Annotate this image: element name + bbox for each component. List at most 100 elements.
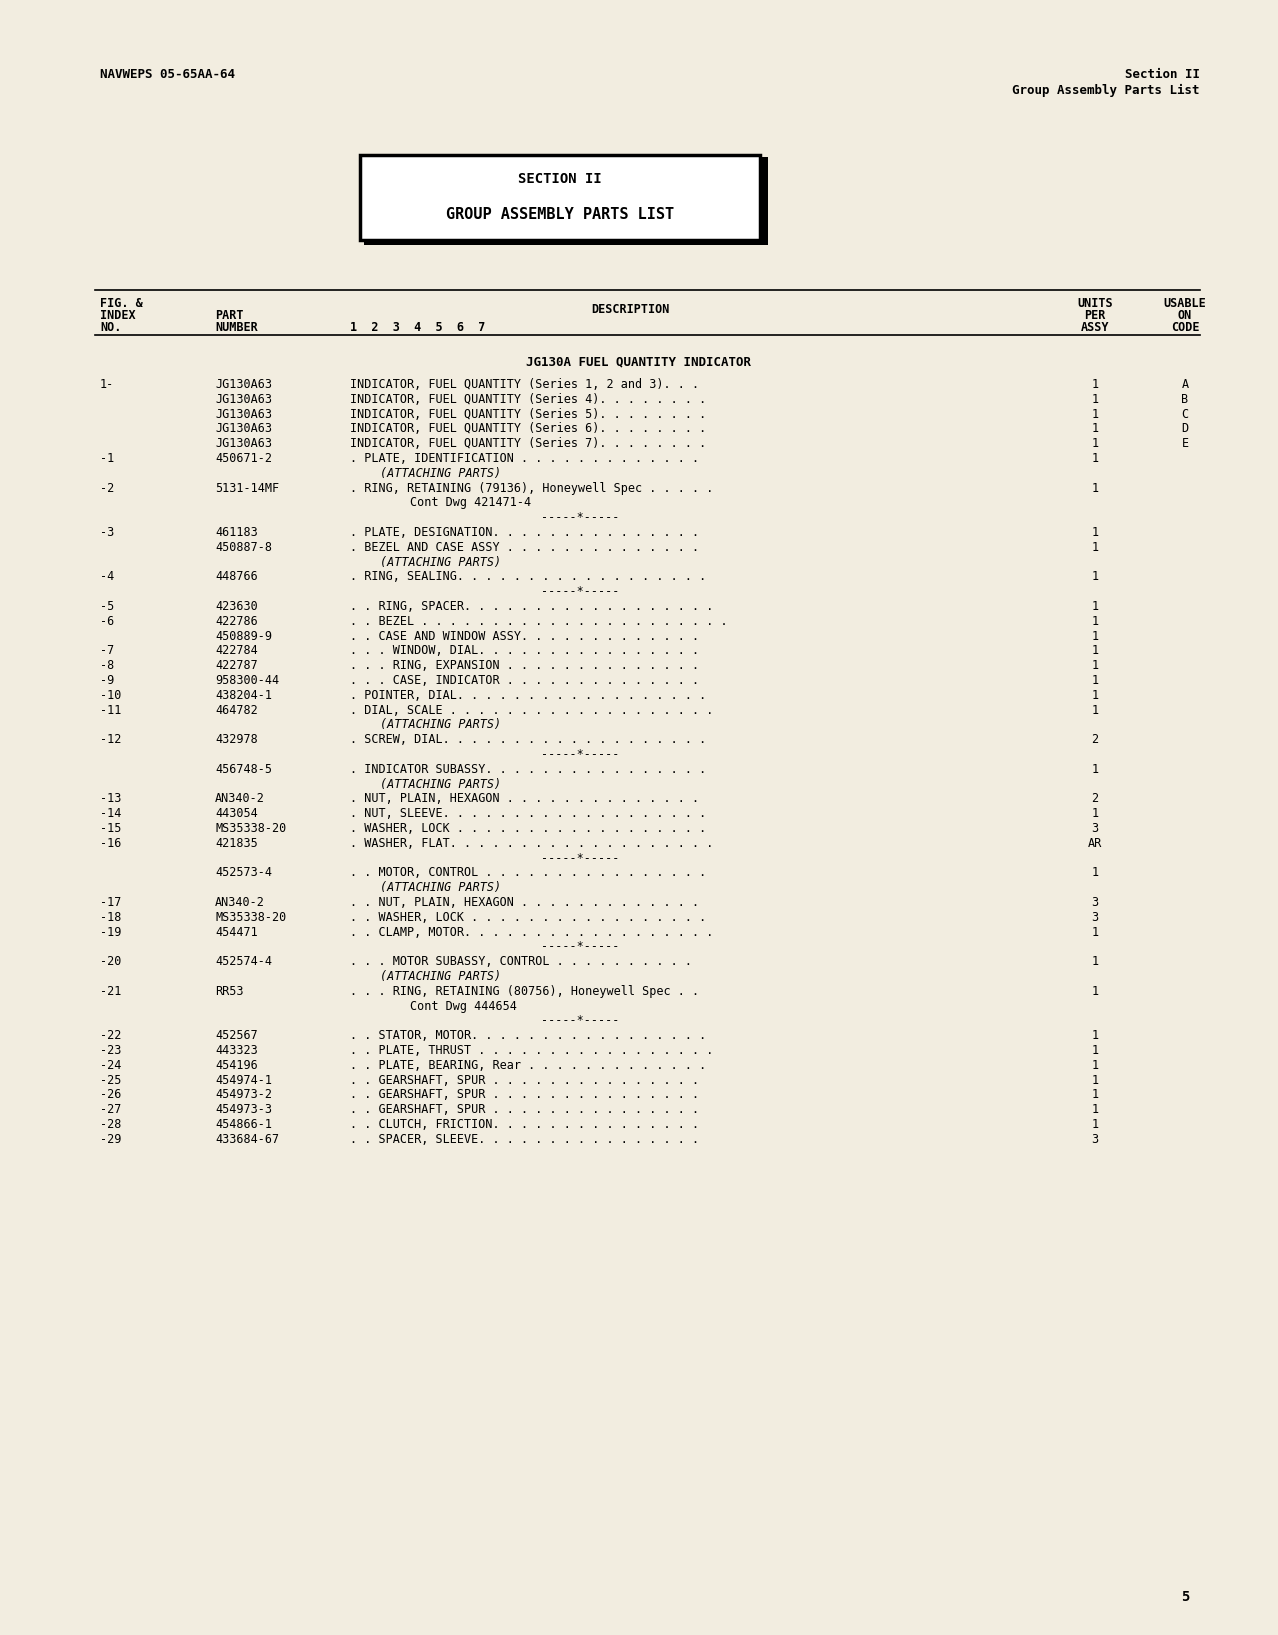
- Text: . . . RING, EXPANSION . . . . . . . . . . . . . .: . . . RING, EXPANSION . . . . . . . . . …: [350, 659, 699, 672]
- Text: -15: -15: [100, 822, 121, 835]
- Text: INDICATOR, FUEL QUANTITY (Series 5). . . . . . . .: INDICATOR, FUEL QUANTITY (Series 5). . .…: [350, 407, 707, 420]
- Text: -----*-----: -----*-----: [541, 940, 619, 953]
- Text: 1  2  3  4  5  6  7: 1 2 3 4 5 6 7: [350, 320, 486, 334]
- Text: NUMBER: NUMBER: [215, 320, 258, 334]
- Text: INDICATOR, FUEL QUANTITY (Series 1, 2 and 3). . .: INDICATOR, FUEL QUANTITY (Series 1, 2 an…: [350, 378, 699, 391]
- Text: 1: 1: [1091, 541, 1099, 554]
- Text: CODE: CODE: [1171, 320, 1199, 334]
- Text: . . RING, SPACER. . . . . . . . . . . . . . . . . .: . . RING, SPACER. . . . . . . . . . . . …: [350, 600, 713, 613]
- Text: 1: 1: [1091, 1074, 1099, 1087]
- Text: -----*-----: -----*-----: [541, 747, 619, 760]
- Text: 1: 1: [1091, 407, 1099, 420]
- Text: . . . MOTOR SUBASSY, CONTROL . . . . . . . . . .: . . . MOTOR SUBASSY, CONTROL . . . . . .…: [350, 955, 691, 968]
- Text: D: D: [1181, 422, 1189, 435]
- Text: -4: -4: [100, 571, 114, 584]
- Text: -----*-----: -----*-----: [541, 585, 619, 598]
- Text: JG130A63: JG130A63: [215, 422, 272, 435]
- Text: (ATTACHING PARTS): (ATTACHING PARTS): [380, 778, 501, 791]
- Text: PART: PART: [215, 309, 244, 322]
- Text: 1: 1: [1091, 659, 1099, 672]
- Text: . PLATE, DESIGNATION. . . . . . . . . . . . . . .: . PLATE, DESIGNATION. . . . . . . . . . …: [350, 526, 699, 540]
- Text: . NUT, PLAIN, HEXAGON . . . . . . . . . . . . . .: . NUT, PLAIN, HEXAGON . . . . . . . . . …: [350, 793, 699, 806]
- Text: 421835: 421835: [215, 837, 258, 850]
- Text: 2: 2: [1091, 732, 1099, 746]
- Text: . INDICATOR SUBASSY. . . . . . . . . . . . . . . .: . INDICATOR SUBASSY. . . . . . . . . . .…: [350, 764, 707, 775]
- Text: MS35338-20: MS35338-20: [215, 911, 286, 924]
- Text: . . GEARSHAFT, SPUR . . . . . . . . . . . . . . .: . . GEARSHAFT, SPUR . . . . . . . . . . …: [350, 1089, 699, 1102]
- Text: -27: -27: [100, 1104, 121, 1117]
- Text: 422787: 422787: [215, 659, 258, 672]
- Text: -16: -16: [100, 837, 121, 850]
- Text: 1: 1: [1091, 392, 1099, 405]
- Text: (ATTACHING PARTS): (ATTACHING PARTS): [380, 718, 501, 731]
- Text: 1: 1: [1091, 1045, 1099, 1056]
- Text: 3: 3: [1091, 896, 1099, 909]
- Text: 450887-8: 450887-8: [215, 541, 272, 554]
- Text: Group Assembly Parts List: Group Assembly Parts List: [1012, 83, 1200, 96]
- Text: -9: -9: [100, 674, 114, 687]
- Text: -22: -22: [100, 1028, 121, 1041]
- Text: -25: -25: [100, 1074, 121, 1087]
- Text: JG130A63: JG130A63: [215, 437, 272, 450]
- Text: . . . WINDOW, DIAL. . . . . . . . . . . . . . . .: . . . WINDOW, DIAL. . . . . . . . . . . …: [350, 644, 699, 657]
- Text: 432978: 432978: [215, 732, 258, 746]
- Text: (ATTACHING PARTS): (ATTACHING PARTS): [380, 881, 501, 894]
- Text: . POINTER, DIAL. . . . . . . . . . . . . . . . . .: . POINTER, DIAL. . . . . . . . . . . . .…: [350, 688, 707, 701]
- Text: 1: 1: [1091, 600, 1099, 613]
- Text: . . WASHER, LOCK . . . . . . . . . . . . . . . . .: . . WASHER, LOCK . . . . . . . . . . . .…: [350, 911, 707, 924]
- Text: 3: 3: [1091, 1133, 1099, 1146]
- Text: (ATTACHING PARTS): (ATTACHING PARTS): [380, 970, 501, 983]
- Text: (ATTACHING PARTS): (ATTACHING PARTS): [380, 468, 501, 479]
- Text: UNITS: UNITS: [1077, 298, 1113, 311]
- Text: 454973-3: 454973-3: [215, 1104, 272, 1117]
- Text: INDICATOR, FUEL QUANTITY (Series 7). . . . . . . .: INDICATOR, FUEL QUANTITY (Series 7). . .…: [350, 437, 707, 450]
- Text: 423630: 423630: [215, 600, 258, 613]
- Text: . WASHER, LOCK . . . . . . . . . . . . . . . . . .: . WASHER, LOCK . . . . . . . . . . . . .…: [350, 822, 707, 835]
- Text: 1: 1: [1091, 764, 1099, 775]
- Text: 422784: 422784: [215, 644, 258, 657]
- Text: 3: 3: [1091, 911, 1099, 924]
- Text: . . NUT, PLAIN, HEXAGON . . . . . . . . . . . . .: . . NUT, PLAIN, HEXAGON . . . . . . . . …: [350, 896, 699, 909]
- Text: -11: -11: [100, 703, 121, 716]
- Text: 1: 1: [1091, 615, 1099, 628]
- Text: 1: 1: [1091, 674, 1099, 687]
- Text: 450889-9: 450889-9: [215, 629, 272, 643]
- Text: -17: -17: [100, 896, 121, 909]
- Text: 1: 1: [1091, 1059, 1099, 1073]
- Text: ON: ON: [1178, 309, 1192, 322]
- Text: -3: -3: [100, 526, 114, 540]
- Text: -13: -13: [100, 793, 121, 806]
- Text: . DIAL, SCALE . . . . . . . . . . . . . . . . . . .: . DIAL, SCALE . . . . . . . . . . . . . …: [350, 703, 713, 716]
- Text: -1: -1: [100, 451, 114, 464]
- Text: -18: -18: [100, 911, 121, 924]
- Text: RR53: RR53: [215, 984, 244, 997]
- Text: . PLATE, IDENTIFICATION . . . . . . . . . . . . .: . PLATE, IDENTIFICATION . . . . . . . . …: [350, 451, 699, 464]
- Text: -29: -29: [100, 1133, 121, 1146]
- Text: DESCRIPTION: DESCRIPTION: [590, 302, 670, 316]
- Text: . . . CASE, INDICATOR . . . . . . . . . . . . . .: . . . CASE, INDICATOR . . . . . . . . . …: [350, 674, 699, 687]
- Text: 1: 1: [1091, 984, 1099, 997]
- Text: Cont Dwg 421471-4: Cont Dwg 421471-4: [410, 497, 532, 510]
- Text: -10: -10: [100, 688, 121, 701]
- Text: . . STATOR, MOTOR. . . . . . . . . . . . . . . . .: . . STATOR, MOTOR. . . . . . . . . . . .…: [350, 1028, 707, 1041]
- Text: . BEZEL AND CASE ASSY . . . . . . . . . . . . . .: . BEZEL AND CASE ASSY . . . . . . . . . …: [350, 541, 699, 554]
- Text: 464782: 464782: [215, 703, 258, 716]
- Text: -----*-----: -----*-----: [541, 852, 619, 865]
- Text: -8: -8: [100, 659, 114, 672]
- Text: E: E: [1181, 437, 1189, 450]
- Text: -21: -21: [100, 984, 121, 997]
- Text: 1: 1: [1091, 526, 1099, 540]
- Text: 1: 1: [1091, 482, 1099, 495]
- Text: -28: -28: [100, 1118, 121, 1131]
- Text: -6: -6: [100, 615, 114, 628]
- Text: . . PLATE, BEARING, Rear . . . . . . . . . . . . .: . . PLATE, BEARING, Rear . . . . . . . .…: [350, 1059, 707, 1073]
- Text: -19: -19: [100, 925, 121, 938]
- Text: 454973-2: 454973-2: [215, 1089, 272, 1102]
- Text: Section II: Section II: [1125, 69, 1200, 82]
- Text: -12: -12: [100, 732, 121, 746]
- Text: 1: 1: [1091, 1104, 1099, 1117]
- Text: B: B: [1181, 392, 1189, 405]
- Text: 1: 1: [1091, 437, 1099, 450]
- Text: -26: -26: [100, 1089, 121, 1102]
- Text: 452574-4: 452574-4: [215, 955, 272, 968]
